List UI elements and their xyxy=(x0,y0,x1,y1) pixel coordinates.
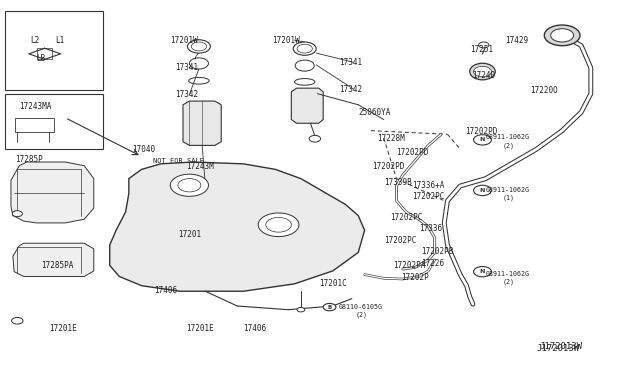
Circle shape xyxy=(474,185,492,196)
Bar xyxy=(4,94,103,149)
Text: N: N xyxy=(480,188,485,193)
Text: 17341: 17341 xyxy=(339,58,362,67)
Circle shape xyxy=(295,60,314,71)
Text: 17202PB: 17202PB xyxy=(420,247,453,256)
Circle shape xyxy=(266,217,291,232)
Circle shape xyxy=(309,135,321,142)
Circle shape xyxy=(323,304,336,311)
Text: (2): (2) xyxy=(502,142,515,149)
Circle shape xyxy=(178,179,201,192)
Polygon shape xyxy=(291,88,323,123)
Text: B: B xyxy=(328,305,332,310)
Text: 17201W: 17201W xyxy=(272,36,300,45)
Text: 17243MA: 17243MA xyxy=(19,102,52,111)
Text: 17251: 17251 xyxy=(470,45,493,54)
Bar xyxy=(4,11,103,90)
Circle shape xyxy=(12,211,22,217)
Text: (2): (2) xyxy=(502,279,515,285)
Text: 17429: 17429 xyxy=(505,36,528,45)
Text: 17201W: 17201W xyxy=(170,36,198,45)
Polygon shape xyxy=(11,162,94,223)
Text: 17336+A: 17336+A xyxy=(412,182,445,190)
Circle shape xyxy=(188,40,211,53)
Circle shape xyxy=(293,42,316,55)
Text: N: N xyxy=(480,269,485,274)
Text: 17406: 17406 xyxy=(154,286,177,295)
Text: L2: L2 xyxy=(30,36,39,45)
Text: 17202PA: 17202PA xyxy=(394,261,426,270)
Text: J172013W: J172013W xyxy=(537,344,580,353)
Ellipse shape xyxy=(294,78,315,85)
Text: 17202PD: 17202PD xyxy=(396,148,429,157)
Text: 17342: 17342 xyxy=(339,85,362,94)
Text: N: N xyxy=(480,137,485,142)
Circle shape xyxy=(191,42,207,51)
Text: 17201E: 17201E xyxy=(186,324,214,333)
Circle shape xyxy=(479,42,489,48)
Text: L1: L1 xyxy=(56,36,65,45)
Polygon shape xyxy=(183,101,221,145)
Text: 17339B: 17339B xyxy=(384,178,412,187)
Circle shape xyxy=(297,44,312,53)
Polygon shape xyxy=(13,243,94,276)
Circle shape xyxy=(297,308,305,312)
Circle shape xyxy=(258,213,299,237)
Text: 17226: 17226 xyxy=(420,259,444,268)
Circle shape xyxy=(544,25,580,46)
Circle shape xyxy=(12,317,23,324)
Text: LB: LB xyxy=(36,54,45,63)
Text: 17202P: 17202P xyxy=(401,273,429,282)
Text: 17202PD: 17202PD xyxy=(372,162,404,171)
Ellipse shape xyxy=(189,77,209,84)
Text: 17201C: 17201C xyxy=(319,279,346,288)
Circle shape xyxy=(474,266,492,277)
Text: 17341: 17341 xyxy=(175,63,198,72)
Text: 08110-6105G: 08110-6105G xyxy=(339,304,383,310)
Text: J172013W: J172013W xyxy=(540,342,583,351)
Bar xyxy=(37,48,52,60)
Circle shape xyxy=(170,174,209,196)
Circle shape xyxy=(474,66,492,77)
Text: 17201E: 17201E xyxy=(49,324,77,333)
Text: 17240: 17240 xyxy=(472,71,495,80)
Ellipse shape xyxy=(470,63,495,80)
Text: 17243M: 17243M xyxy=(186,162,214,171)
Text: 08911-1062G: 08911-1062G xyxy=(486,271,530,277)
Text: 17202PC: 17202PC xyxy=(412,192,445,201)
Text: 17406: 17406 xyxy=(244,324,267,333)
Text: 08911-1062G: 08911-1062G xyxy=(486,187,530,193)
Circle shape xyxy=(189,58,209,69)
Text: 17040: 17040 xyxy=(132,145,155,154)
Text: 17201: 17201 xyxy=(179,230,202,239)
Text: 17228M: 17228M xyxy=(378,134,405,143)
Text: 17285P: 17285P xyxy=(15,155,43,164)
Circle shape xyxy=(550,29,573,42)
Text: 17342: 17342 xyxy=(175,90,198,99)
Bar xyxy=(15,118,54,132)
Text: 17202PD: 17202PD xyxy=(465,127,498,136)
Polygon shape xyxy=(109,162,365,291)
Text: 17285PA: 17285PA xyxy=(41,261,73,270)
Text: 17202PC: 17202PC xyxy=(384,236,416,245)
Text: 17336: 17336 xyxy=(419,224,442,233)
Circle shape xyxy=(324,304,335,310)
Text: 08911-1062G: 08911-1062G xyxy=(486,134,530,140)
Text: NOT FOR SALE: NOT FOR SALE xyxy=(153,158,204,164)
Text: (1): (1) xyxy=(502,195,515,201)
Text: 17202PC: 17202PC xyxy=(390,213,422,222)
Circle shape xyxy=(474,135,492,145)
Text: 17220O: 17220O xyxy=(531,86,558,94)
Text: (2): (2) xyxy=(356,312,368,318)
Text: 25060YA: 25060YA xyxy=(358,108,390,117)
